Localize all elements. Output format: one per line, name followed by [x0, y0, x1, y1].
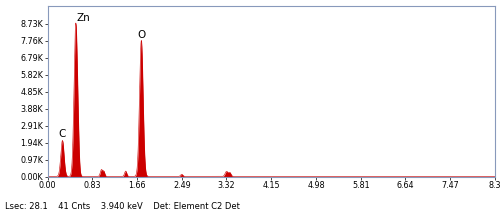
Text: O: O: [137, 30, 145, 40]
Text: C: C: [58, 129, 66, 139]
Text: Zn: Zn: [76, 13, 90, 23]
Text: Lsec: 28.1    41 Cnts    3.940 keV    Det: Element C2 Det: Lsec: 28.1 41 Cnts 3.940 keV Det: Elemen…: [5, 202, 240, 211]
